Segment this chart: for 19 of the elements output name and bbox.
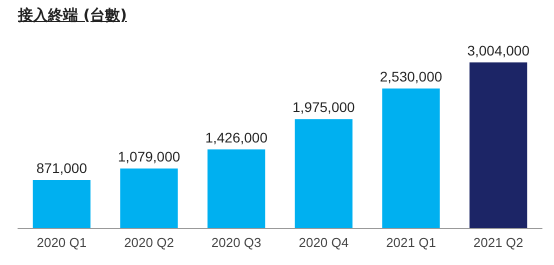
bar xyxy=(120,168,178,228)
bar xyxy=(470,62,528,228)
data-label: 1,975,000 xyxy=(292,99,356,116)
data-label: 1,426,000 xyxy=(205,129,268,146)
chart-title: 接入終端 (台數) xyxy=(18,6,127,25)
x-tick-label: 2020 Q3 xyxy=(211,235,262,250)
bar xyxy=(208,149,266,228)
data-label: 2,530,000 xyxy=(380,68,442,84)
x-tick-label: 2020 Q1 xyxy=(36,235,87,250)
x-tick-label: 2021 Q1 xyxy=(386,235,436,250)
bar xyxy=(32,180,90,228)
data-label: 1,079,000 xyxy=(118,148,180,164)
x-tick-label: 2021 Q2 xyxy=(473,235,524,250)
x-tick-label: 2020 Q4 xyxy=(298,235,349,250)
bar xyxy=(382,88,440,228)
x-tick-label: 2020 Q2 xyxy=(124,235,174,250)
data-label: 3,004,000 xyxy=(467,42,530,58)
bar xyxy=(294,119,352,228)
data-label: 871,000 xyxy=(36,160,88,176)
